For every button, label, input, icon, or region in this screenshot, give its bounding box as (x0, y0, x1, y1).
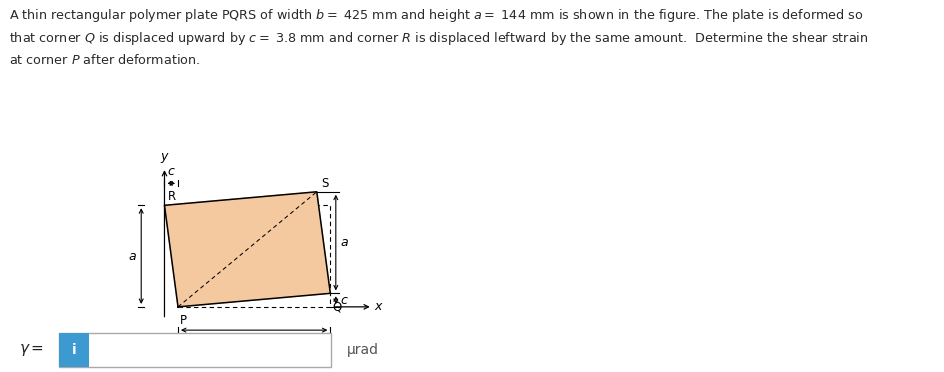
Bar (59, 333, 331, 367)
Text: c: c (341, 294, 347, 307)
Text: $\gamma =$: $\gamma =$ (19, 341, 43, 358)
Text: μrad: μrad (347, 343, 379, 357)
Text: c: c (168, 165, 175, 178)
Text: i: i (72, 343, 76, 357)
Bar (59, 333, 89, 367)
Text: x: x (375, 300, 382, 313)
Text: a: a (128, 250, 136, 263)
Text: R: R (168, 190, 176, 203)
Text: y: y (160, 150, 168, 163)
Text: Q: Q (332, 301, 342, 314)
Text: S: S (321, 177, 329, 190)
Text: b: b (250, 338, 258, 351)
Text: P: P (179, 314, 187, 327)
Polygon shape (164, 192, 330, 307)
Text: a: a (341, 236, 348, 249)
Text: A thin rectangular polymer plate PQRS of width $b =$ 425 mm and height $a =$ 144: A thin rectangular polymer plate PQRS of… (9, 7, 868, 67)
